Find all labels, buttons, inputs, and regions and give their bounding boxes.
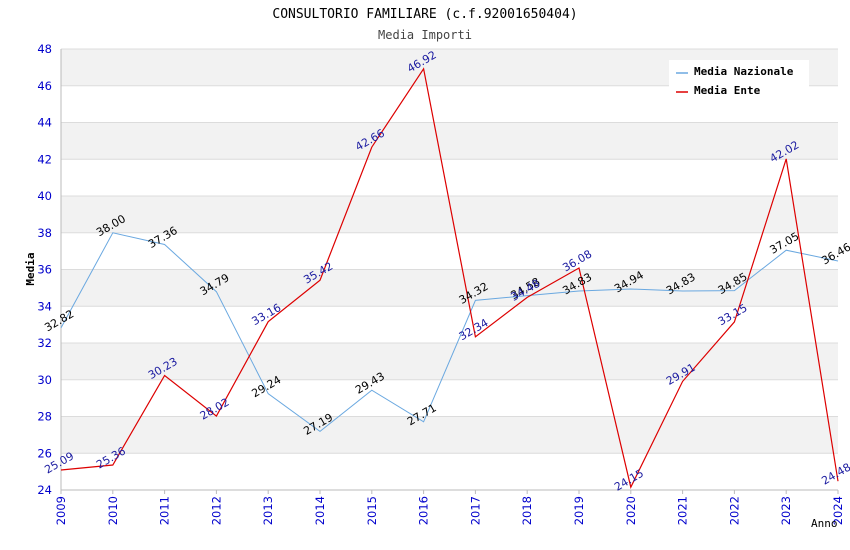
- y-tick-label: 34: [37, 299, 52, 313]
- plot-band: [61, 453, 838, 490]
- x-tick-labels: 2009 2010 2011 2012 2013 2014 2015 2016 2017 2018…: [54, 496, 845, 525]
- series-line-ente: [60, 67, 839, 489]
- legend-label-ente: Media Ente: [694, 84, 761, 97]
- y-tick-label: 42: [37, 152, 52, 166]
- axes: [60, 49, 839, 494]
- x-tick-label: 2022: [727, 496, 741, 525]
- legend-label-nazionale: Media Nazionale: [694, 65, 794, 78]
- y-tick-label: 40: [37, 189, 52, 203]
- plot-band: [61, 122, 838, 160]
- y-tick-labels: 24 26 28 30 32 34 36 38 40 42 44 46 48: [37, 42, 52, 497]
- x-tick-label: 2015: [365, 496, 379, 525]
- x-tick-label: 2009: [54, 496, 68, 525]
- y-tick-label: 30: [37, 373, 52, 387]
- x-tick-label: 2024: [831, 496, 845, 525]
- plot-band: [61, 269, 838, 307]
- series-line-nazionale: [60, 232, 839, 433]
- series-lines: [60, 67, 839, 489]
- x-tick-label: 2020: [624, 496, 638, 525]
- y-axis-label: Media: [24, 252, 37, 285]
- y-tick-label: 36: [37, 263, 52, 277]
- legend-box: [669, 60, 809, 104]
- x-tick-label: 2021: [676, 496, 690, 525]
- y-tick-label: 46: [37, 79, 52, 93]
- x-tick-label: 2018: [520, 496, 534, 525]
- y-tick-label: 32: [37, 336, 52, 350]
- plot-band: [61, 232, 838, 270]
- x-tick-label: 2023: [779, 496, 793, 525]
- x-tick-label: 2011: [158, 496, 172, 525]
- x-tick-label: 2013: [261, 496, 275, 525]
- y-tick-label: 48: [37, 42, 52, 56]
- plot-band: [61, 379, 838, 417]
- y-tick-label: 26: [37, 446, 52, 460]
- y-tick-label: 28: [37, 410, 52, 424]
- chart-title: CONSULTORIO FAMILIARE (c.f.92001650404): [272, 7, 577, 22]
- plot-band: [61, 306, 838, 343]
- y-tick-label: 24: [37, 483, 52, 497]
- x-tick-label: 2010: [106, 496, 120, 525]
- plot-band: [61, 416, 838, 454]
- y-tick-label: 38: [37, 226, 52, 240]
- x-tick-label: 2017: [468, 496, 482, 525]
- x-tick-label: 2012: [209, 496, 223, 525]
- chart-subtitle: Media Importi: [378, 28, 472, 42]
- x-axis-label: Anno: [811, 517, 838, 530]
- legend: Media Nazionale Media Ente: [669, 60, 809, 104]
- y-tick-label: 44: [37, 116, 52, 130]
- plot-band: [61, 159, 838, 196]
- x-tick-label: 2019: [572, 496, 586, 525]
- x-tick-label: 2014: [313, 496, 327, 525]
- plot-background: [61, 49, 838, 490]
- x-tick-label: 2016: [417, 496, 431, 525]
